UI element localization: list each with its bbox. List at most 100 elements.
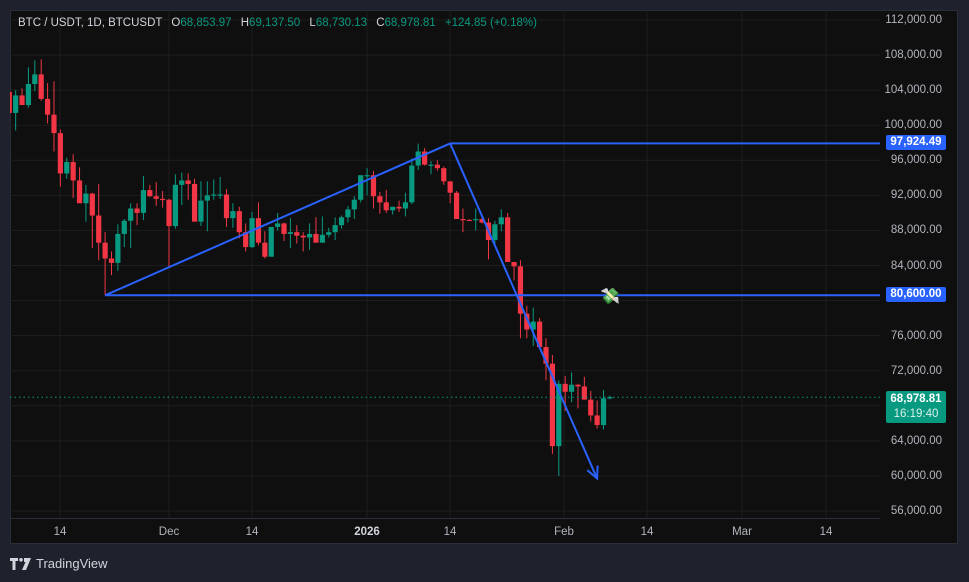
arrowhead-icon[interactable] xyxy=(586,465,599,481)
candle[interactable] xyxy=(275,212,281,231)
candle[interactable] xyxy=(64,157,70,179)
candle[interactable] xyxy=(588,390,594,422)
candle[interactable] xyxy=(211,179,217,200)
candle[interactable] xyxy=(25,67,32,108)
candle[interactable] xyxy=(568,372,575,403)
candle[interactable] xyxy=(57,129,63,187)
candle[interactable] xyxy=(338,215,345,229)
candle[interactable] xyxy=(492,220,498,244)
candle[interactable] xyxy=(268,226,274,257)
candle[interactable] xyxy=(10,88,12,131)
candle[interactable] xyxy=(434,160,440,171)
candle[interactable] xyxy=(230,203,236,228)
candle[interactable] xyxy=(89,192,95,248)
candle[interactable] xyxy=(19,88,25,106)
money-wings-icon[interactable]: 💸 xyxy=(600,287,620,305)
candle[interactable] xyxy=(306,223,313,250)
candle[interactable] xyxy=(313,217,319,243)
candle[interactable] xyxy=(83,184,89,222)
candle[interactable] xyxy=(581,376,587,400)
candle[interactable] xyxy=(134,203,140,226)
candle[interactable] xyxy=(460,208,466,233)
candle[interactable] xyxy=(70,154,76,198)
candle[interactable] xyxy=(428,161,434,175)
candle[interactable] xyxy=(96,183,102,261)
candlestick-chart[interactable]: 💸 xyxy=(10,10,880,518)
candle[interactable] xyxy=(287,218,294,248)
time-axis[interactable]: 14 Dec 14 2026 14 Feb 14 Mar 14 xyxy=(10,518,880,544)
price-axis[interactable]: 112,000.00 108,000.00 104,000.00 100,000.00… xyxy=(880,10,958,518)
candle[interactable] xyxy=(511,261,517,281)
candle[interactable] xyxy=(377,191,383,214)
candle[interactable] xyxy=(217,176,223,199)
candle[interactable] xyxy=(422,148,428,166)
candle[interactable] xyxy=(121,219,127,248)
candle[interactable] xyxy=(594,400,600,429)
candle[interactable] xyxy=(364,168,370,196)
candle[interactable] xyxy=(243,223,249,252)
candle[interactable] xyxy=(441,166,447,185)
candle[interactable] xyxy=(351,196,357,220)
candle[interactable] xyxy=(160,190,166,208)
candle[interactable] xyxy=(390,206,396,215)
candle[interactable] xyxy=(140,176,147,220)
candle[interactable] xyxy=(44,83,51,124)
candle[interactable] xyxy=(473,208,479,231)
candle[interactable] xyxy=(556,380,562,476)
close-value: 68,978.81 xyxy=(384,17,436,29)
candle[interactable] xyxy=(236,206,242,239)
candle[interactable] xyxy=(294,225,300,244)
candle[interactable] xyxy=(191,178,198,222)
candle[interactable] xyxy=(549,354,555,455)
candle[interactable] xyxy=(51,81,57,152)
tradingview-branding[interactable]: TradingView xyxy=(10,556,108,571)
candle[interactable] xyxy=(76,167,83,204)
candle[interactable] xyxy=(543,338,549,381)
candle[interactable] xyxy=(319,216,325,243)
candle[interactable] xyxy=(402,192,409,217)
chart-plot-area[interactable]: 💸 xyxy=(10,10,880,518)
candle[interactable] xyxy=(332,217,338,241)
candle[interactable] xyxy=(108,251,115,276)
candle[interactable] xyxy=(358,175,364,203)
candle[interactable] xyxy=(153,182,159,206)
price-label-high-line: 97,924.49 xyxy=(886,135,946,151)
candle[interactable] xyxy=(115,224,121,271)
candle[interactable] xyxy=(396,200,402,213)
candle[interactable] xyxy=(409,158,415,205)
candle[interactable] xyxy=(575,383,581,409)
candle[interactable] xyxy=(281,222,287,241)
candle[interactable] xyxy=(172,174,178,229)
candle[interactable] xyxy=(102,232,108,296)
candle[interactable] xyxy=(345,205,351,223)
candle[interactable] xyxy=(498,209,504,232)
candle[interactable] xyxy=(255,202,262,246)
candle[interactable] xyxy=(530,307,536,347)
arrow-drawing[interactable] xyxy=(449,143,599,479)
candle[interactable] xyxy=(198,181,204,227)
candle[interactable] xyxy=(32,60,38,92)
candle[interactable] xyxy=(179,172,185,206)
candle[interactable] xyxy=(166,198,172,269)
candle[interactable] xyxy=(537,318,543,349)
symbol-title[interactable]: BTC / USDT, 1D, BTCUSDT xyxy=(18,17,163,29)
candle[interactable] xyxy=(447,181,453,204)
candle[interactable] xyxy=(326,227,332,238)
trendline-drawing[interactable] xyxy=(104,142,451,297)
candle[interactable] xyxy=(13,90,19,131)
candle[interactable] xyxy=(600,390,607,430)
candle[interactable] xyxy=(204,181,210,232)
candle[interactable] xyxy=(300,232,306,252)
candle[interactable] xyxy=(505,212,511,262)
candle[interactable] xyxy=(128,203,134,248)
candle[interactable] xyxy=(38,59,44,101)
candle[interactable] xyxy=(453,190,460,220)
candle[interactable] xyxy=(517,260,524,339)
candle[interactable] xyxy=(383,190,389,213)
candle[interactable] xyxy=(524,305,530,339)
candle[interactable] xyxy=(223,189,230,227)
candle[interactable] xyxy=(185,173,191,200)
candle[interactable] xyxy=(466,219,472,222)
candle[interactable] xyxy=(262,231,268,259)
candle[interactable] xyxy=(147,184,153,198)
